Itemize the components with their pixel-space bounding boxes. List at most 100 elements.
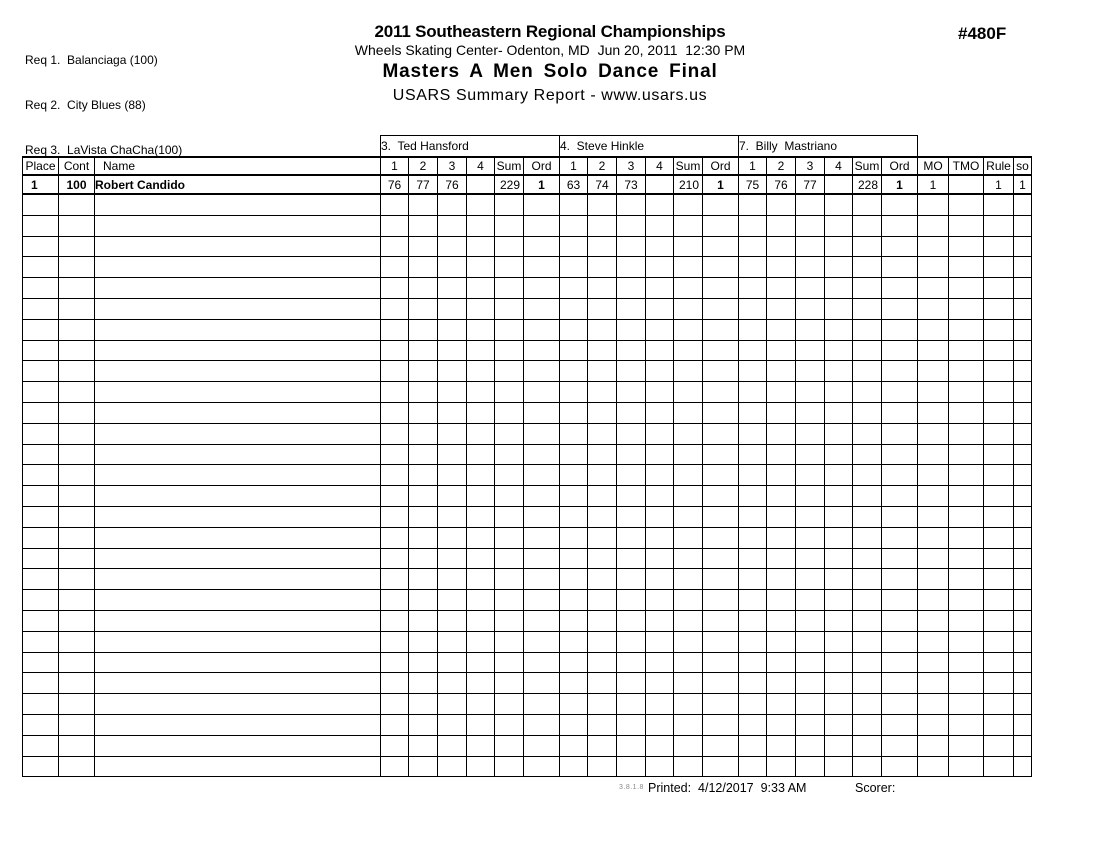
tmo-cell: [948, 443, 984, 466]
judge1-ord-cell: [523, 381, 560, 403]
judge2-mark-1: [559, 339, 588, 362]
judge1-mark-1: [380, 381, 409, 403]
judge3-mark-2: [766, 401, 796, 424]
judge3-mark-3: [795, 422, 825, 445]
judge2-ord-cell: [702, 297, 739, 320]
judge2-mark-1: [559, 464, 588, 487]
judge2-mark-2: [587, 193, 617, 216]
tmo-cell: [948, 381, 984, 403]
judge1-mark-4: [466, 734, 495, 757]
judge3-mark-2: [766, 297, 796, 320]
judge2-mark-3: [616, 630, 646, 653]
cont-cell: [58, 713, 95, 736]
judge2-mark-2: [587, 401, 617, 424]
judge1-mark-2: [408, 422, 438, 445]
judge3-sum-cell: [852, 505, 882, 528]
judge2-mark-1: [559, 672, 588, 695]
name-cell: [94, 193, 381, 216]
judge1-sum-cell: [494, 297, 524, 320]
mo-cell: [917, 526, 949, 549]
judge2-ord-cell: [702, 568, 739, 591]
judge1-sum-cell: [494, 589, 524, 611]
judge3-mark-4: [824, 256, 853, 279]
mo-cell: [917, 422, 949, 445]
judge2-sum-cell: [673, 381, 703, 403]
so-cell: [1013, 713, 1032, 736]
col-header-judge3-1: 1: [738, 156, 767, 176]
judge1-mark-4: [466, 651, 495, 674]
judge2-mark-3: [616, 609, 646, 632]
so-cell: [1013, 589, 1032, 611]
judge1-mark-3: [437, 381, 467, 403]
judge1-ord-cell: [523, 214, 560, 237]
col-header-place: Place: [22, 156, 59, 176]
judge2-mark-4: [645, 547, 674, 570]
col-header-judge1-4: 4: [466, 156, 495, 176]
judge1-mark-3: [437, 235, 467, 258]
col-header-judge3-4: 4: [824, 156, 853, 176]
place-cell: [22, 297, 59, 320]
empty-row: [22, 422, 1032, 445]
judge2-mark-4: [645, 672, 674, 695]
rule-cell: [983, 401, 1014, 424]
place-cell: [22, 318, 59, 341]
judge2-sum-cell: [673, 235, 703, 258]
name-cell: [94, 235, 381, 258]
cont-cell: [58, 485, 95, 507]
place-cell: [22, 256, 59, 279]
rule-cell: [983, 318, 1014, 341]
judge3-mark-4: [824, 568, 853, 591]
judge3-mark-2: [766, 339, 796, 362]
empty-row: [22, 339, 1032, 362]
so-cell: [1013, 672, 1032, 695]
event-number: #480F: [958, 24, 1007, 43]
judge1-sum-cell: [494, 381, 524, 403]
judge1-ord-cell: [523, 589, 560, 611]
judge1-mark-4: [466, 693, 495, 715]
judge3-mark-3: [795, 547, 825, 570]
judge1-ord-cell: [523, 713, 560, 736]
col-header-judge2-3: 3: [616, 156, 646, 176]
judge3-ord-cell: [881, 297, 918, 320]
name-cell: [94, 547, 381, 570]
judge-name-3: 7. Billy Mastriano: [738, 135, 918, 158]
judge1-sum-cell: [494, 443, 524, 466]
judge2-sum-cell: [673, 443, 703, 466]
judge3-mark-1: [738, 297, 767, 320]
judge1-sum-cell: [494, 422, 524, 445]
judge1-mark-1: [380, 589, 409, 611]
printed-timestamp: Printed: 4/12/2017 9:33 AM: [648, 781, 807, 795]
judge1-mark-2: [408, 755, 438, 778]
judge3-mark-3: [795, 277, 825, 299]
results-table: 3. Ted Hansford 4. Steve Hinkle 7. Billy M…: [22, 135, 1032, 778]
judge3-mark-3: [795, 443, 825, 466]
judge3-sum-cell: [852, 318, 882, 341]
judge1-mark-1: [380, 443, 409, 466]
judge3-mark-2: [766, 568, 796, 591]
empty-row: [22, 443, 1032, 466]
judge2-sum-cell: [673, 609, 703, 632]
place-cell: [22, 755, 59, 778]
tmo-cell: [948, 422, 984, 445]
name-cell: [94, 297, 381, 320]
judge1-mark-2: [408, 713, 438, 736]
judge3-sum-cell: [852, 381, 882, 403]
judge1-mark-3: [437, 713, 467, 736]
judge1-mark-2: [408, 464, 438, 487]
rule-cell: [983, 505, 1014, 528]
tmo-cell: [948, 339, 984, 362]
judge1-mark-3: [437, 297, 467, 320]
judge2-ord-cell: [702, 734, 739, 757]
place-cell: [22, 547, 59, 570]
name-cell: [94, 568, 381, 591]
judge1-ord-cell: [523, 609, 560, 632]
judge3-mark-3: [795, 672, 825, 695]
judge1-sum-cell: [494, 693, 524, 715]
empty-row: [22, 360, 1032, 383]
judge1-mark-4: [466, 193, 495, 216]
so-cell: [1013, 297, 1032, 320]
cont-cell: [58, 297, 95, 320]
judge3-mark-4: [824, 297, 853, 320]
cont-cell: [58, 256, 95, 279]
judge2-mark-3: [616, 568, 646, 591]
